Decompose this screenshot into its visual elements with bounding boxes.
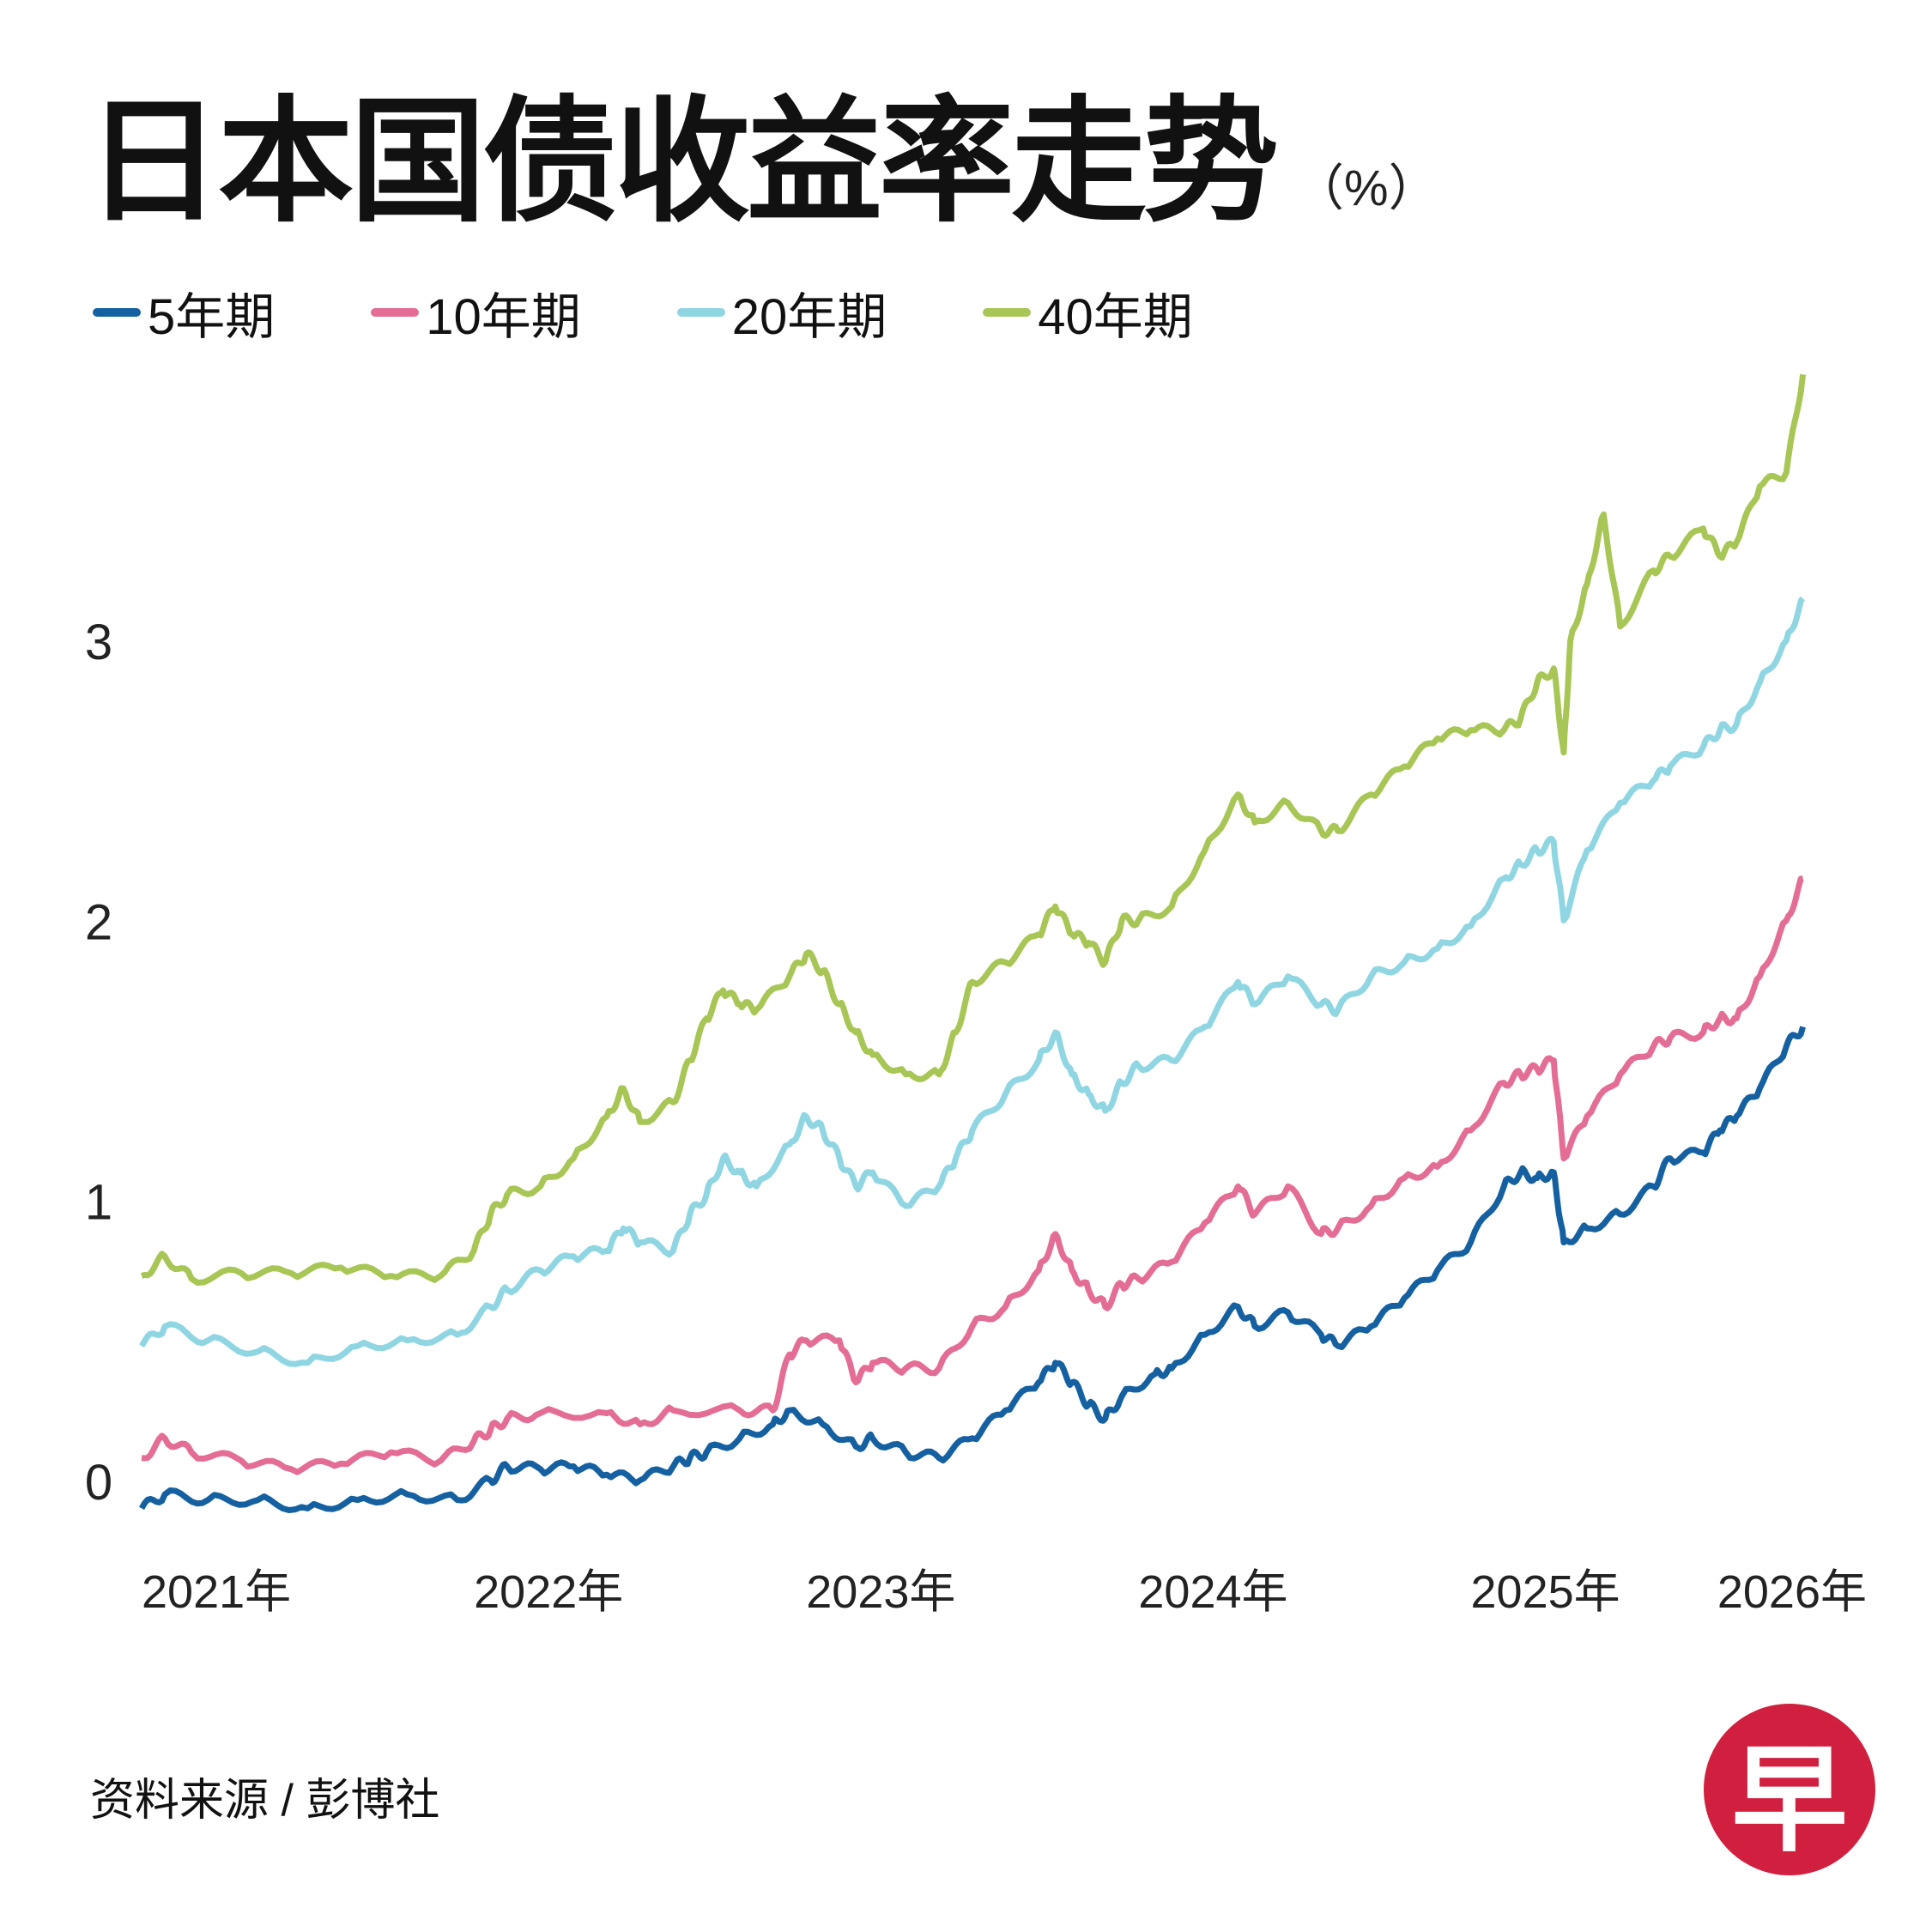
- title-row: 日本国债收益率走势 （%）: [86, 94, 1438, 230]
- legend-item-3: 40年期: [983, 276, 1193, 348]
- x-tick-label: 2025年: [1471, 1566, 1620, 1618]
- y-tick-label: 1: [85, 1175, 112, 1231]
- legend-item-2: 20年期: [676, 276, 887, 348]
- series-line-0: [138, 1026, 1806, 1513]
- series-line-1: [141, 875, 1804, 1475]
- y-tick-label: 2: [85, 894, 112, 950]
- x-tick-label: 2023年: [806, 1566, 955, 1618]
- unit-label: （%）: [1294, 160, 1438, 216]
- legend-item-0: 5年期: [93, 276, 275, 348]
- y-tick-label: 0: [85, 1455, 112, 1511]
- x-tick-label: 2026年: [1717, 1566, 1867, 1618]
- legend-swatch: [676, 308, 725, 317]
- legend-label: 40年期: [1038, 289, 1193, 345]
- legend: 5年期 10年期 20年期 40年期: [93, 276, 1289, 348]
- series-line-2: [139, 596, 1806, 1367]
- legend-swatch: [983, 308, 1032, 317]
- zaobao-logo: 早: [1704, 1704, 1875, 1875]
- series-line-3: [140, 373, 1807, 1286]
- legend-label: 20年期: [731, 289, 887, 345]
- x-tick-label: 2021年: [142, 1566, 291, 1618]
- source-note: 资料来源 / 彭博社: [90, 1776, 440, 1826]
- x-tick-label: 2022年: [474, 1566, 623, 1618]
- legend-item-1: 10年期: [371, 276, 581, 348]
- x-tick-label: 2024年: [1138, 1566, 1287, 1618]
- y-tick-label: 3: [85, 615, 112, 670]
- legend-label: 10年期: [426, 289, 581, 345]
- legend-swatch: [93, 308, 141, 317]
- chart-title: 日本国债收益率走势: [86, 87, 1279, 238]
- legend-swatch: [371, 308, 420, 317]
- legend-label: 5年期: [148, 289, 276, 345]
